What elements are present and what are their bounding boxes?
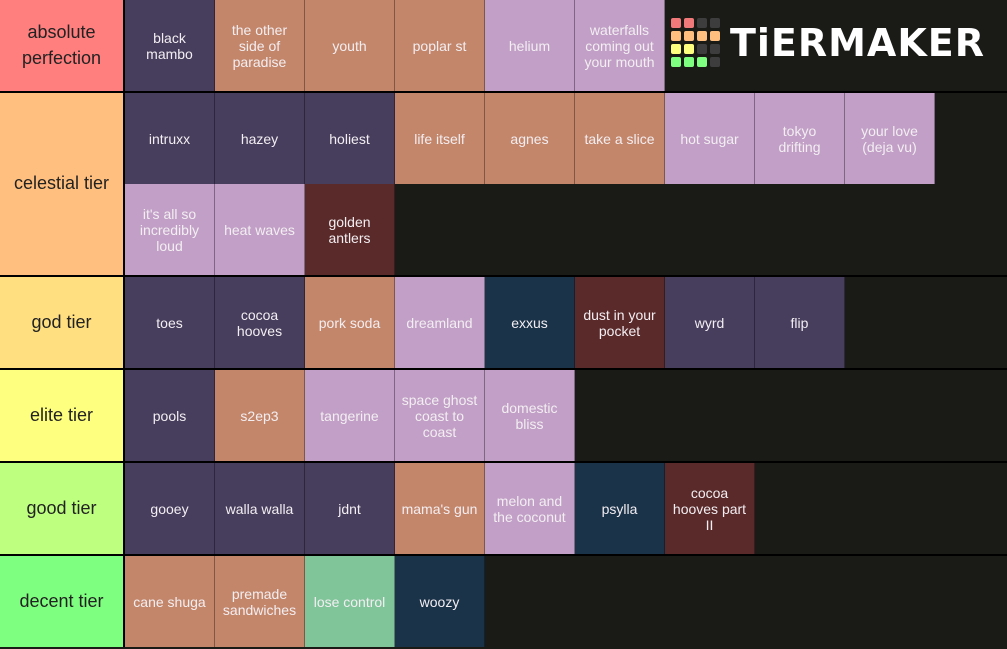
- tier-row: absolute perfection black mambo the other …: [0, 0, 1007, 93]
- tier-label[interactable]: elite tier: [0, 370, 125, 461]
- tier-item[interactable]: melon and the coconut: [485, 463, 575, 554]
- tiermaker-logo: TiERMAKER: [670, 18, 985, 67]
- logo-square: [683, 31, 694, 41]
- logo-square: [670, 31, 681, 41]
- logo-square: [696, 31, 707, 41]
- tier-items: toes cocoa hooves pork soda dreamland exxus d…: [125, 277, 1007, 368]
- tier-item[interactable]: wyrd: [665, 277, 755, 368]
- tier-item[interactable]: agnes: [485, 93, 575, 184]
- tier-item[interactable]: poplar st: [395, 0, 485, 91]
- tier-item[interactable]: helium: [485, 0, 575, 91]
- tier-item[interactable]: youth: [305, 0, 395, 91]
- tier-item[interactable]: toes: [125, 277, 215, 368]
- logo-square: [670, 18, 681, 28]
- logo-square: [670, 57, 681, 67]
- tier-items: gooey walla walla jdnt mama's gun melon and …: [125, 463, 1007, 554]
- logo-square: [683, 44, 694, 54]
- logo-square: [696, 57, 707, 67]
- logo-square: [709, 57, 720, 67]
- logo-text: TiERMAKER: [729, 20, 985, 65]
- tier-label[interactable]: god tier: [0, 277, 125, 368]
- tier-item[interactable]: woozy: [395, 556, 485, 647]
- logo-square: [683, 57, 694, 67]
- tier-item[interactable]: heat waves: [215, 184, 305, 275]
- logo-square: [709, 44, 720, 54]
- logo-square: [696, 44, 707, 54]
- logo-square: [683, 18, 694, 28]
- tier-item[interactable]: s2ep3: [215, 370, 305, 461]
- tier-item[interactable]: pork soda: [305, 277, 395, 368]
- tier-item[interactable]: take a slice: [575, 93, 665, 184]
- tier-item[interactable]: life itself: [395, 93, 485, 184]
- tier-row: god tier toes cocoa hooves pork soda dreamla…: [0, 277, 1007, 370]
- tier-item[interactable]: space ghost coast to coast: [395, 370, 485, 461]
- tier-item[interactable]: domestic bliss: [485, 370, 575, 461]
- tier-item[interactable]: intruxx: [125, 93, 215, 184]
- tier-item[interactable]: it's all so incredibly loud: [125, 184, 215, 275]
- tier-item[interactable]: pools: [125, 370, 215, 461]
- tier-item[interactable]: psylla: [575, 463, 665, 554]
- tier-item[interactable]: flip: [755, 277, 845, 368]
- tier-item[interactable]: mama's gun: [395, 463, 485, 554]
- tier-row: elite tier pools s2ep3 tangerine space ghost…: [0, 370, 1007, 463]
- logo-square: [696, 18, 707, 28]
- tier-item[interactable]: dreamland: [395, 277, 485, 368]
- tier-items: black mambo the other side of paradise you…: [125, 0, 1007, 91]
- tier-item[interactable]: premade sandwiches: [215, 556, 305, 647]
- tier-item[interactable]: cocoa hooves: [215, 277, 305, 368]
- tier-item[interactable]: exxus: [485, 277, 575, 368]
- tier-item[interactable]: walla walla: [215, 463, 305, 554]
- tier-item[interactable]: tangerine: [305, 370, 395, 461]
- tier-item[interactable]: holiest: [305, 93, 395, 184]
- tier-item[interactable]: hazey: [215, 93, 305, 184]
- tier-item[interactable]: the other side of paradise: [215, 0, 305, 91]
- logo-square: [709, 31, 720, 41]
- tier-label[interactable]: decent tier: [0, 556, 125, 647]
- tier-item[interactable]: cocoa hooves part II: [665, 463, 755, 554]
- tier-label[interactable]: good tier: [0, 463, 125, 554]
- tier-row: celestial tier intruxx hazey holiest life it…: [0, 93, 1007, 277]
- tier-item[interactable]: jdnt: [305, 463, 395, 554]
- tier-row: decent tier cane shuga premade sandwiches l…: [0, 556, 1007, 647]
- logo-square: [709, 18, 720, 28]
- tier-item[interactable]: golden antlers: [305, 184, 395, 275]
- tier-items: intruxx hazey holiest life itself agnes take …: [125, 93, 1007, 275]
- tier-item[interactable]: tokyo drifting: [755, 93, 845, 184]
- logo-square: [670, 44, 681, 54]
- tier-label[interactable]: celestial tier: [0, 93, 125, 275]
- tier-item[interactable]: cane shuga: [125, 556, 215, 647]
- tier-item[interactable]: your love (deja vu): [845, 93, 935, 184]
- tier-item[interactable]: waterfalls coming out your mouth: [575, 0, 665, 91]
- tier-item[interactable]: lose control: [305, 556, 395, 647]
- tier-item[interactable]: gooey: [125, 463, 215, 554]
- tier-item[interactable]: dust in your pocket: [575, 277, 665, 368]
- tier-item[interactable]: black mambo: [125, 0, 215, 91]
- logo-grid-icon: [670, 18, 720, 67]
- tier-label[interactable]: absolute perfection: [0, 0, 125, 91]
- tier-items: pools s2ep3 tangerine space ghost coast to …: [125, 370, 1007, 461]
- tier-items: cane shuga premade sandwiches lose control…: [125, 556, 1007, 647]
- tier-row: good tier gooey walla walla jdnt mama's gun m…: [0, 463, 1007, 556]
- tier-item[interactable]: hot sugar: [665, 93, 755, 184]
